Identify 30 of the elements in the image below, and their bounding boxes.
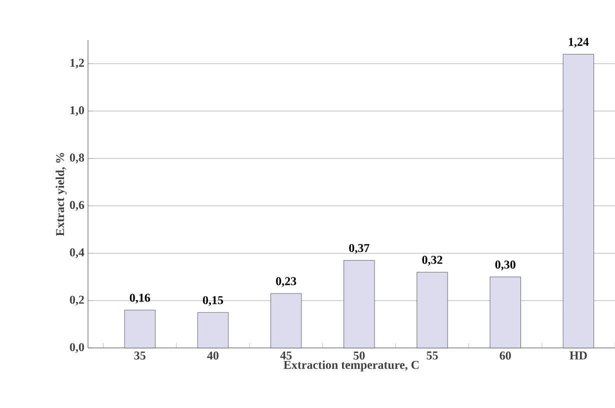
x-tick-label: HD bbox=[570, 352, 587, 360]
data-label: 0,37 bbox=[349, 244, 370, 254]
bar bbox=[344, 260, 375, 348]
data-label: 1,24 bbox=[568, 38, 589, 48]
y-axis-title: Extract yield, % bbox=[56, 152, 67, 236]
bar bbox=[562, 54, 594, 348]
data-label: 0,16 bbox=[130, 294, 150, 304]
bar bbox=[416, 272, 448, 348]
bar bbox=[197, 312, 229, 348]
x-axis-title: Extraction temperature, C bbox=[284, 360, 419, 372]
data-label: 0,15 bbox=[202, 296, 224, 306]
x-tick-label: 35 bbox=[134, 352, 146, 360]
data-label: 0,23 bbox=[276, 277, 296, 287]
y-tick-label: 1,0 bbox=[70, 106, 84, 116]
data-label: 0,32 bbox=[422, 256, 442, 266]
y-tick-label: 1,2 bbox=[70, 58, 84, 69]
x-tick-label: 40 bbox=[207, 352, 219, 360]
y-tick-label: 0,2 bbox=[70, 296, 84, 306]
bar bbox=[490, 276, 521, 348]
y-tick-label: 0,8 bbox=[70, 154, 84, 164]
x-tick-label: 60 bbox=[500, 352, 511, 360]
x-tick-label: 55 bbox=[426, 352, 438, 360]
y-tick-label: 0,0 bbox=[70, 343, 84, 353]
data-label: 0,30 bbox=[495, 260, 516, 270]
bar bbox=[270, 293, 302, 348]
bar bbox=[124, 310, 156, 348]
y-tick-label: 0,4 bbox=[70, 248, 84, 258]
y-tick-label: 0,6 bbox=[70, 200, 84, 211]
x-tick-label: 50 bbox=[354, 352, 365, 360]
x-tick-label: 45 bbox=[280, 352, 292, 360]
